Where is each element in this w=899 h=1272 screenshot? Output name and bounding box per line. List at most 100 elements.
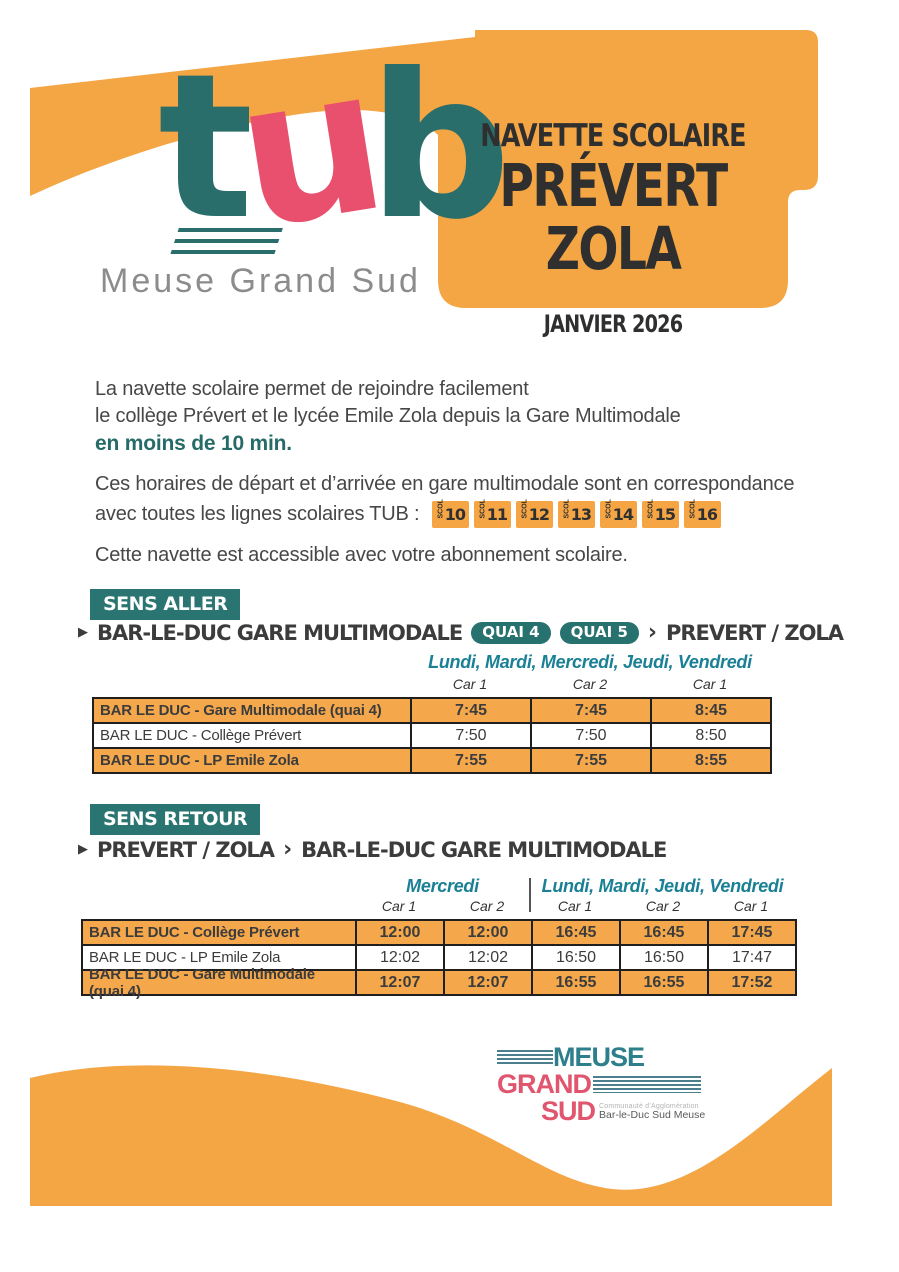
line-badge-scol-10: SCOL 10 — [432, 499, 470, 528]
logo-stripes-icon — [593, 1076, 701, 1093]
line-badge-scol-15: SCOL 15 — [642, 499, 680, 528]
tub-logo-letter-t: t — [158, 31, 254, 264]
play-arrow-icon: ▶ — [78, 842, 88, 857]
title-line-navette-scolaire: NAVETTE SCOLAIRE — [480, 118, 746, 154]
car-header: Car 1 — [733, 898, 769, 914]
time-cell: 17:47 — [709, 946, 797, 971]
time-cell: 12:07 — [357, 971, 445, 996]
quai-4-badge: QUAI 4 — [471, 621, 551, 644]
tub-logo-letter-u: u — [222, 24, 386, 275]
title-line-zola: ZOLA — [545, 214, 682, 284]
time-cell: 12:02 — [357, 946, 445, 971]
tub-logo-letter-b: b — [368, 31, 511, 264]
table-row-label: BAR LE DUC - LP Emile Zola — [94, 749, 412, 774]
time-cell: 16:55 — [621, 971, 709, 996]
time-cell: 7:55 — [412, 749, 532, 774]
logo-word-meuse: MEUSE — [553, 1042, 645, 1072]
intro-p1-line2: le collège Prévert et le lycée Emile Zol… — [95, 405, 681, 427]
quai-5-badge: QUAI 5 — [559, 621, 639, 644]
time-cell: 17:52 — [709, 971, 797, 996]
logo-tagline-small: Communauté d’Agglomération — [599, 1102, 699, 1110]
intro-p3: Cette navette est accessible avec votre … — [95, 544, 628, 566]
line-badge-scol-16: SCOL 16 — [684, 499, 722, 528]
car-header: Car 2 — [645, 898, 681, 914]
table2-day-group-mercredi: Mercredi — [406, 876, 479, 896]
car-header: Car 1 — [381, 898, 417, 914]
logo-word-grand: GRAND — [497, 1069, 592, 1099]
logo-stripes-icon — [497, 1050, 553, 1065]
route-aller: ▶ BAR-LE-DUC GARE MULTIMODALE QUAI 4 QUA… — [78, 620, 844, 645]
route-aller-from: BAR-LE-DUC GARE MULTIMODALE — [97, 620, 463, 645]
table-row-label: BAR LE DUC - Collège Prévert — [83, 921, 357, 946]
table-aller: BAR LE DUC - Gare Multimodale (quai 4) 7… — [92, 697, 772, 774]
meuse-grand-sud-logo: MEUSE GRAND SUD Communauté d’Agglomérati… — [497, 1044, 705, 1125]
intro-p1-line1: La navette scolaire permet de rejoindre … — [95, 378, 529, 400]
time-cell: 16:45 — [621, 921, 709, 946]
intro-text: La navette scolaire permet de rejoindre … — [95, 376, 825, 569]
tub-logo-underline-stripes-icon — [169, 228, 283, 258]
scol-number: 15 — [654, 505, 676, 524]
time-cell: 12:07 — [445, 971, 533, 996]
scol-number: 14 — [612, 505, 634, 524]
page-title: NAVETTE SCOLAIRE PRÉVERT ZOLA — [438, 118, 788, 280]
tub-logo-subtitle: Meuse Grand Sud — [100, 262, 421, 300]
time-cell: 7:55 — [532, 749, 652, 774]
time-cell: 7:45 — [532, 699, 652, 724]
scol-number: 12 — [528, 505, 550, 524]
tub-logo: tub — [158, 24, 511, 274]
time-cell: 12:00 — [445, 921, 533, 946]
time-cell: 12:00 — [357, 921, 445, 946]
scol-lines-row: avec toutes les lignes scolaires TUB : S… — [95, 499, 825, 528]
scol-label: SCOL — [647, 499, 655, 519]
scol-number: 16 — [696, 505, 718, 524]
scol-label: SCOL — [689, 499, 697, 519]
time-cell: 16:50 — [621, 946, 709, 971]
table-row-label: BAR LE DUC - LP Emile Zola — [83, 946, 357, 971]
route-aller-to: PREVERT / ZOLA — [666, 620, 844, 645]
table-row-label: BAR LE DUC - Collège Prévert — [94, 724, 412, 749]
logo-tagline: Bar-le-Duc Sud Meuse — [599, 1108, 706, 1121]
time-cell: 16:45 — [533, 921, 621, 946]
header-divider — [529, 878, 531, 912]
table-row-label: BAR LE DUC - Gare Multimodale (quai 4) — [83, 966, 357, 1000]
route-retour-to: BAR-LE-DUC GARE MULTIMODALE — [301, 837, 667, 862]
time-cell: 16:55 — [533, 971, 621, 996]
scol-number: 10 — [444, 505, 466, 524]
time-cell: 12:02 — [445, 946, 533, 971]
table2-car-headers: Car 1 Car 2 Car 1 Car 2 Car 1 — [355, 898, 795, 914]
scol-label: SCOL — [437, 499, 445, 519]
route-retour-from: PREVERT / ZOLA — [97, 837, 275, 862]
time-cell: 17:45 — [709, 921, 797, 946]
time-cell: 7:50 — [412, 724, 532, 749]
line-badge-scol-11: SCOL 11 — [474, 499, 512, 528]
time-cell: 8:50 — [652, 724, 772, 749]
header-orange-shape — [30, 30, 818, 308]
route-retour: ▶ PREVERT / ZOLA › BAR-LE-DUC GARE MULTI… — [78, 837, 667, 862]
title-line-prevert: PRÉVERT — [499, 151, 728, 220]
intro-p1-bold: en moins de 10 min. — [95, 432, 292, 455]
line-badge-scol-13: SCOL 13 — [558, 499, 596, 528]
table1-day-header: Lundi, Mardi, Mercredi, Jeudi, Vendredi — [428, 652, 752, 672]
table1-car-headers: Car 1 Car 2 Car 1 — [410, 676, 770, 692]
chevron-right-icon: › — [647, 620, 657, 645]
line-badge-scol-12: SCOL 12 — [516, 499, 554, 528]
sens-aller-header: SENS ALLER — [90, 589, 241, 620]
chevron-right-icon: › — [283, 837, 293, 862]
intro-p2-line2-prefix: avec toutes les lignes scolaires TUB : — [95, 503, 420, 525]
scol-label: SCOL — [521, 499, 529, 519]
table2-day-group-lmjv: Lundi, Mardi, Jeudi, Vendredi — [541, 876, 784, 896]
intro-p2-line1: Ces horaires de départ et d’arrivée en g… — [95, 473, 795, 495]
footer-orange-wave — [30, 1065, 832, 1206]
time-cell: 7:45 — [412, 699, 532, 724]
car-header: Car 1 — [557, 898, 593, 914]
play-arrow-icon: ▶ — [78, 625, 88, 640]
logo-word-sud: SUD — [541, 1096, 596, 1126]
car-header: Car 1 — [692, 676, 728, 692]
car-header: Car 1 — [452, 676, 488, 692]
scol-label: SCOL — [563, 499, 571, 519]
scol-number: 11 — [486, 505, 508, 524]
car-header: Car 2 — [572, 676, 608, 692]
time-cell: 7:50 — [532, 724, 652, 749]
scol-number: 13 — [570, 505, 592, 524]
